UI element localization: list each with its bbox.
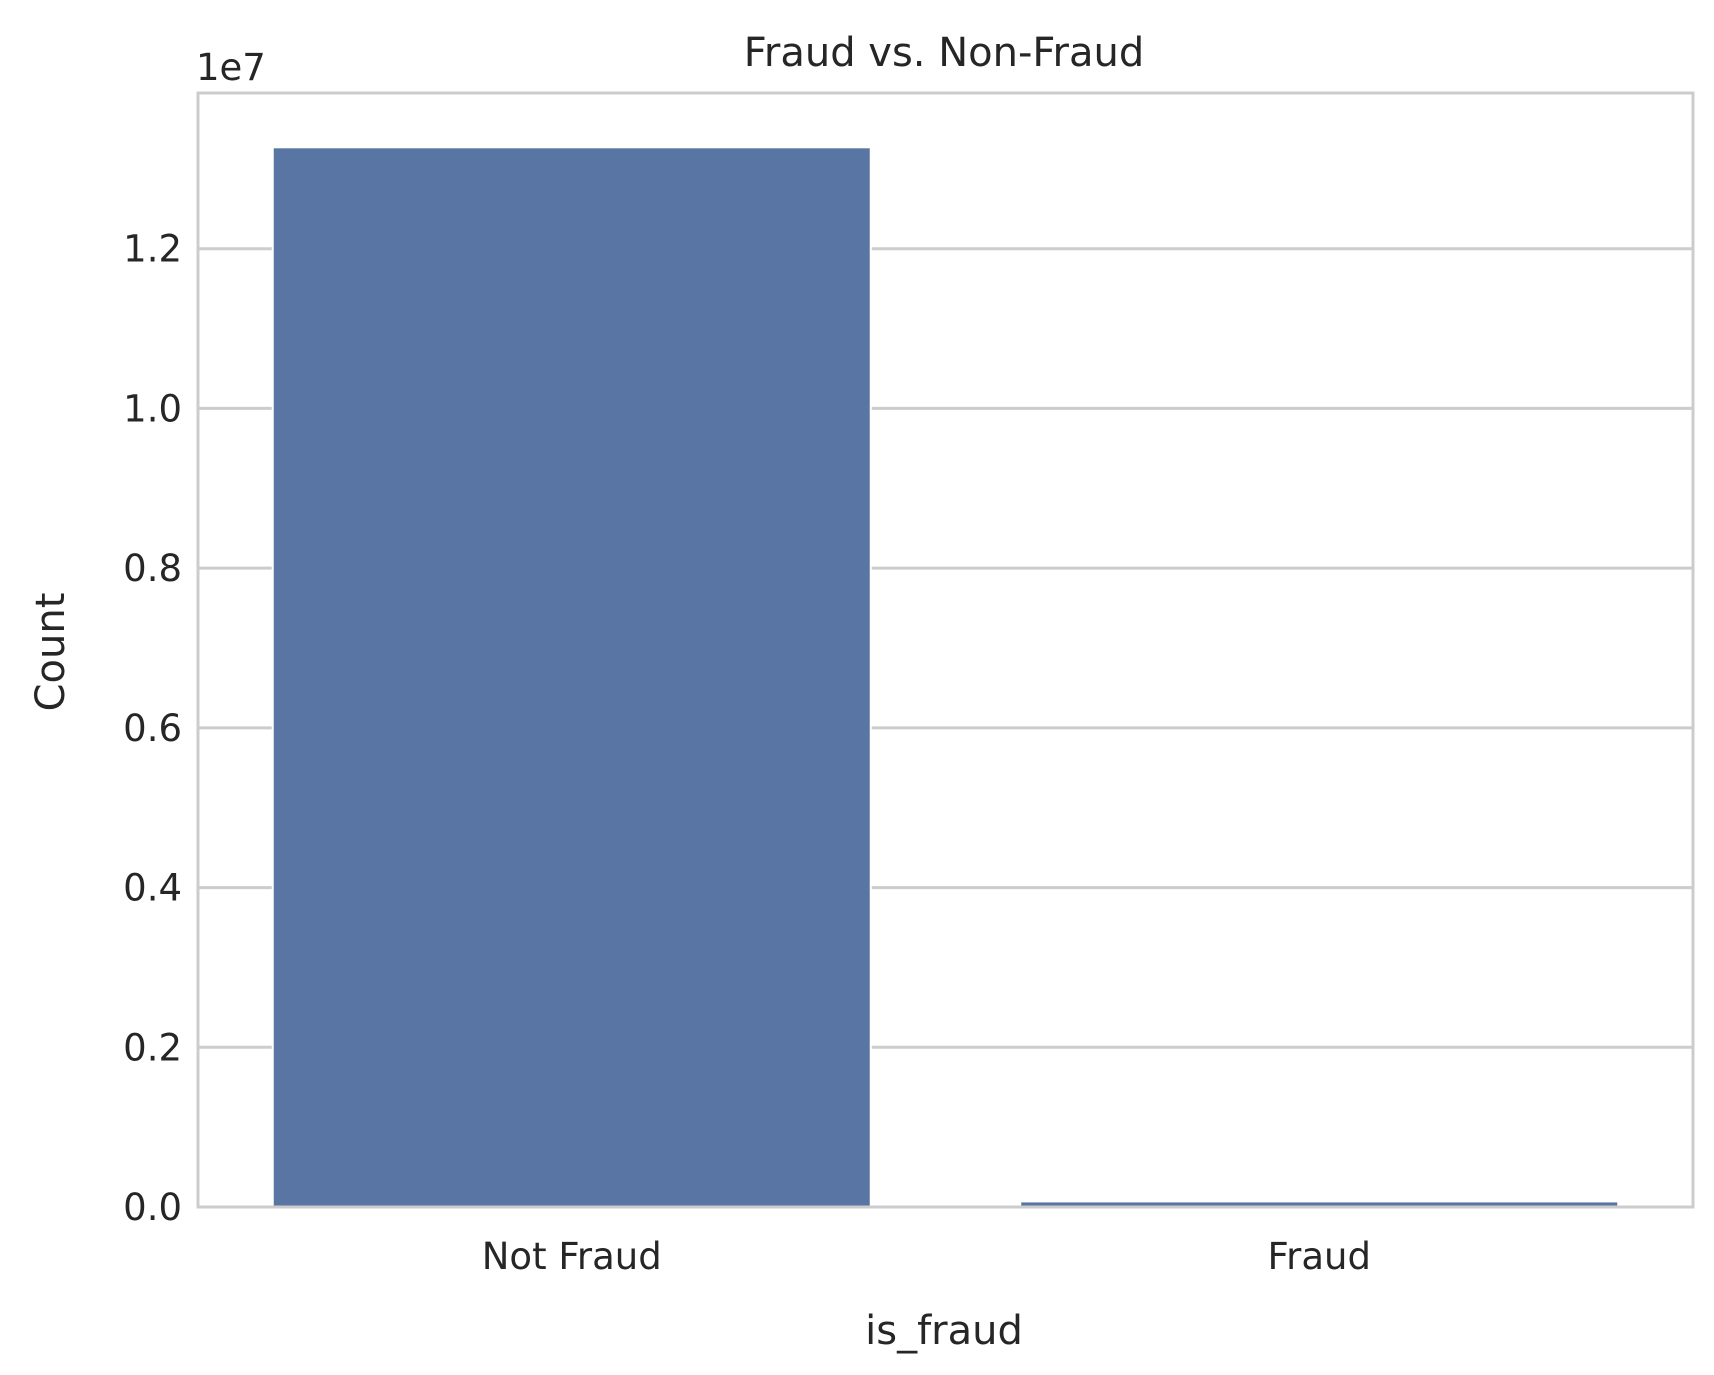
x-tick-labels: Not Fraud Fraud bbox=[482, 1235, 1371, 1278]
y-tick-labels: 0.0 0.2 0.4 0.6 0.8 1.0 1.2 bbox=[123, 228, 182, 1229]
y-tick-label: 1.0 bbox=[123, 387, 182, 430]
y-tick-label: 0.8 bbox=[123, 547, 182, 590]
y-tick-label: 1.2 bbox=[123, 228, 182, 271]
x-tick-label: Fraud bbox=[1268, 1235, 1371, 1278]
x-tick-label: Not Fraud bbox=[482, 1235, 662, 1278]
bar-not-fraud bbox=[271, 146, 872, 1209]
plot-frame bbox=[196, 91, 1695, 1209]
x-axis-label: is_fraud bbox=[865, 1308, 1023, 1354]
y-tick-label: 0.2 bbox=[123, 1026, 182, 1069]
chart-title: Fraud vs. Non-Fraud bbox=[744, 30, 1144, 76]
y-tick-label: 0.4 bbox=[123, 867, 182, 910]
y-axis-offset-label: 1e7 bbox=[196, 46, 266, 89]
y-tick-label: 0.6 bbox=[123, 707, 182, 750]
bars bbox=[271, 146, 1620, 1209]
y-tick-label: 0.0 bbox=[123, 1186, 182, 1229]
y-axis-label: Count bbox=[28, 593, 74, 712]
